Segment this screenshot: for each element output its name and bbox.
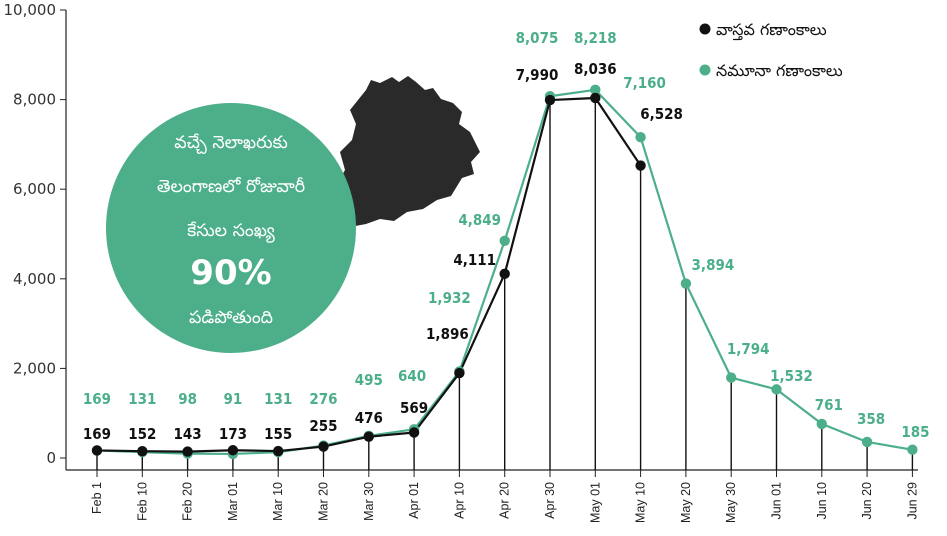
y-tick-label: 10,000	[4, 1, 57, 19]
point-model	[590, 84, 601, 96]
x-tick-label: May 30	[724, 482, 738, 523]
telangana-map	[330, 76, 480, 227]
point-model	[771, 384, 782, 395]
data-label-model: 4,849	[458, 211, 501, 229]
y-axis-ticks: 0 2,000 4,000 6,000 8,000 10,000	[4, 1, 66, 467]
legend-marker-actual	[699, 23, 711, 35]
data-label-model: 761	[815, 396, 843, 414]
x-tick-label: Jun 29	[905, 482, 919, 520]
point-actual	[454, 367, 465, 379]
point-model	[635, 132, 646, 143]
legend-label-model: నమూనా గణాంకాలు	[716, 61, 843, 80]
y-tick-label: 2,000	[13, 359, 56, 377]
point-actual	[227, 445, 239, 456]
point-actual	[91, 445, 103, 456]
point-model	[816, 418, 827, 430]
y-tick-label: 4,000	[13, 270, 56, 288]
data-label-actual: 476	[355, 409, 383, 427]
data-label-model: 1,532	[770, 367, 813, 385]
data-label-model: 8,218	[574, 29, 617, 47]
data-label-model: 91	[224, 390, 243, 408]
callout-percent: 90%	[190, 253, 271, 293]
series-layer	[91, 84, 918, 470]
data-label-model: 131	[264, 390, 292, 408]
y-tick-label: 0	[46, 449, 56, 467]
x-tick-label: Jun 10	[815, 482, 829, 520]
callout-circle	[106, 103, 356, 353]
callout-line-1: వచ్చే నెలాఖరుకు	[174, 133, 288, 154]
point-actual	[635, 160, 646, 171]
data-label-model: 495	[355, 371, 383, 389]
x-tick-label: May 10	[634, 482, 648, 523]
legend-label-actual: వాస్తవ గణాంకాలు	[716, 20, 827, 41]
data-label-actual: 8,036	[574, 60, 617, 78]
data-label-actual: 143	[174, 425, 202, 443]
x-tick-label: Apr 01	[407, 482, 421, 519]
data-label-model: 1,794	[727, 340, 770, 358]
data-label-model: 169	[83, 390, 111, 408]
x-tick-label: Jun 20	[860, 482, 874, 520]
point-model	[726, 372, 737, 383]
data-label-model: 98	[178, 390, 197, 408]
y-tick-label: 8,000	[13, 91, 56, 109]
point-actual	[408, 427, 420, 438]
point-model	[680, 278, 692, 289]
data-label-actual: 1,896	[426, 325, 469, 343]
data-label-actual: 155	[264, 425, 292, 443]
data-label-model: 358	[857, 410, 885, 428]
data-label-actual: 7,990	[516, 66, 559, 84]
data-label-model: 7,160	[623, 74, 666, 92]
data-label-actual: 169	[83, 425, 111, 443]
point-model	[907, 444, 918, 455]
point-actual	[499, 268, 510, 280]
data-label-model: 131	[128, 390, 156, 408]
data-label-model: 640	[398, 367, 426, 385]
y-tick-label: 6,000	[13, 180, 56, 198]
x-tick-label: Feb 1	[90, 482, 104, 514]
x-tick-label: Jun 01	[770, 482, 784, 520]
x-tick-label: Feb 10	[135, 482, 149, 521]
x-tick-label: Mar 30	[362, 482, 376, 521]
data-label-actual: 255	[309, 417, 337, 435]
point-actual	[363, 431, 374, 442]
data-label-actual: 152	[128, 425, 156, 443]
data-label-model: 8,075	[516, 29, 559, 47]
data-label-actual: 569	[400, 399, 428, 417]
data-label-actual: 4,111	[453, 251, 496, 269]
x-tick-label: Mar 01	[226, 482, 240, 521]
x-tick-label: Mar 20	[317, 482, 331, 521]
data-label-actual: 173	[219, 425, 247, 443]
x-axis-ticks: Feb 1 Feb 10 Feb 20 Mar 01 Mar 10 Mar 20 Mar 3…	[90, 470, 919, 523]
x-tick-label: Apr 20	[498, 482, 512, 519]
data-labels: 169 131 98 91 131 276 495 640 1,932 4,849 8,075 8,2…	[83, 29, 930, 443]
data-label-model: 185	[901, 423, 929, 441]
legend: వాస్తవ గణాంకాలు నమూనా గణాంకాలు	[699, 20, 843, 80]
point-actual	[273, 445, 284, 457]
point-actual	[318, 441, 329, 452]
x-tick-label: Apr 30	[543, 482, 557, 519]
point-model	[861, 436, 873, 448]
x-tick-label: Apr 10	[452, 482, 466, 519]
point-actual	[544, 94, 556, 106]
data-label-model: 1,932	[428, 289, 471, 307]
data-label-actual: 6,528	[640, 105, 683, 123]
x-tick-label: May 20	[679, 482, 693, 523]
data-label-model: 276	[309, 390, 337, 408]
point-actual	[137, 445, 148, 457]
point-model	[499, 235, 510, 246]
callout-line-3: కేసుల సంఖ్య	[187, 221, 276, 243]
x-tick-label: Feb 20	[181, 482, 195, 521]
callout-line-2: తెలంగాణలో రోజువారీ	[157, 177, 305, 197]
x-tick-label: Mar 10	[271, 482, 285, 521]
point-actual	[182, 446, 193, 457]
point-actual	[590, 92, 601, 104]
x-tick-label: May 01	[588, 482, 602, 523]
legend-marker-model	[699, 64, 711, 76]
callout-line-5: పడిపోతుంది	[189, 308, 273, 328]
data-label-model: 3,894	[692, 256, 735, 274]
